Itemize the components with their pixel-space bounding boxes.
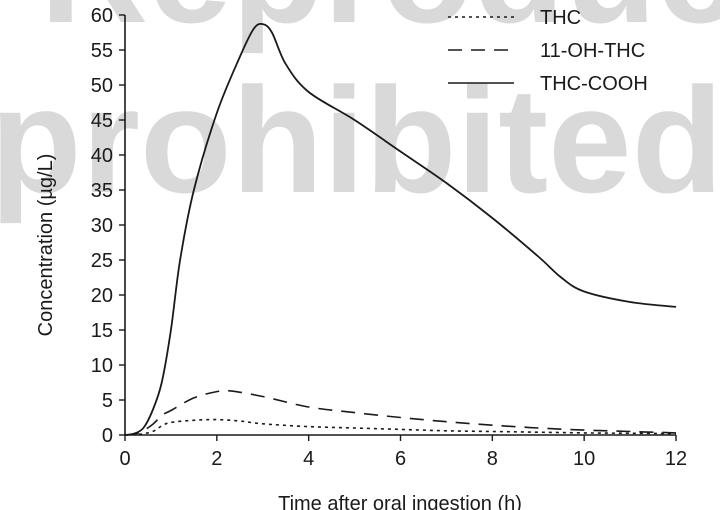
watermark-text-line1: Reproduction xyxy=(40,0,720,54)
y-tick-label: 50 xyxy=(91,75,113,97)
y-tick-label: 35 xyxy=(91,180,113,202)
y-tick-label: 25 xyxy=(91,250,113,272)
x-tick-label: 12 xyxy=(665,448,687,470)
y-tick-label: 10 xyxy=(91,355,113,377)
watermark: Reproduction prohibited. xyxy=(0,0,720,224)
y-axis-label: Concentration (µg/L) xyxy=(35,154,57,337)
legend-label-thc: THC xyxy=(540,7,581,29)
x-tick-label: 2 xyxy=(211,448,222,470)
y-tick-label: 5 xyxy=(102,390,113,412)
legend-label-11-oh-thc: 11-OH-THC xyxy=(540,40,645,62)
axes: 0 5 10 15 20 25 30 35 40 45 50 55 60 0 2 4 6 8 10 12 xyxy=(91,5,687,470)
x-axis-label: Time after oral ingestion (h) xyxy=(278,493,522,510)
series-line-thc-cooh xyxy=(124,22,677,436)
y-tick-label: 30 xyxy=(91,215,113,237)
y-tick-label: 15 xyxy=(91,320,113,342)
x-tick-label: 6 xyxy=(395,448,406,470)
y-tick-label: 20 xyxy=(91,285,113,307)
x-tick-label: 8 xyxy=(487,448,498,470)
x-tick-label: 10 xyxy=(573,448,595,470)
series-lines xyxy=(124,22,677,436)
y-tick-label: 45 xyxy=(91,110,113,132)
legend: THC 11-OH-THC THC-COOH xyxy=(448,7,648,95)
series-line-11-oh-thc xyxy=(124,389,677,436)
watermark-text-line2: prohibited. xyxy=(0,56,720,224)
legend-label-thc-cooh: THC-COOH xyxy=(540,73,648,95)
series-line-thc xyxy=(124,418,677,436)
y-tick-label: 40 xyxy=(91,145,113,167)
x-tick-label: 0 xyxy=(119,448,130,470)
x-tick-label: 4 xyxy=(303,448,314,470)
y-tick-label: 60 xyxy=(91,5,113,27)
y-tick-label: 55 xyxy=(91,40,113,62)
y-tick-label: 0 xyxy=(102,425,113,447)
